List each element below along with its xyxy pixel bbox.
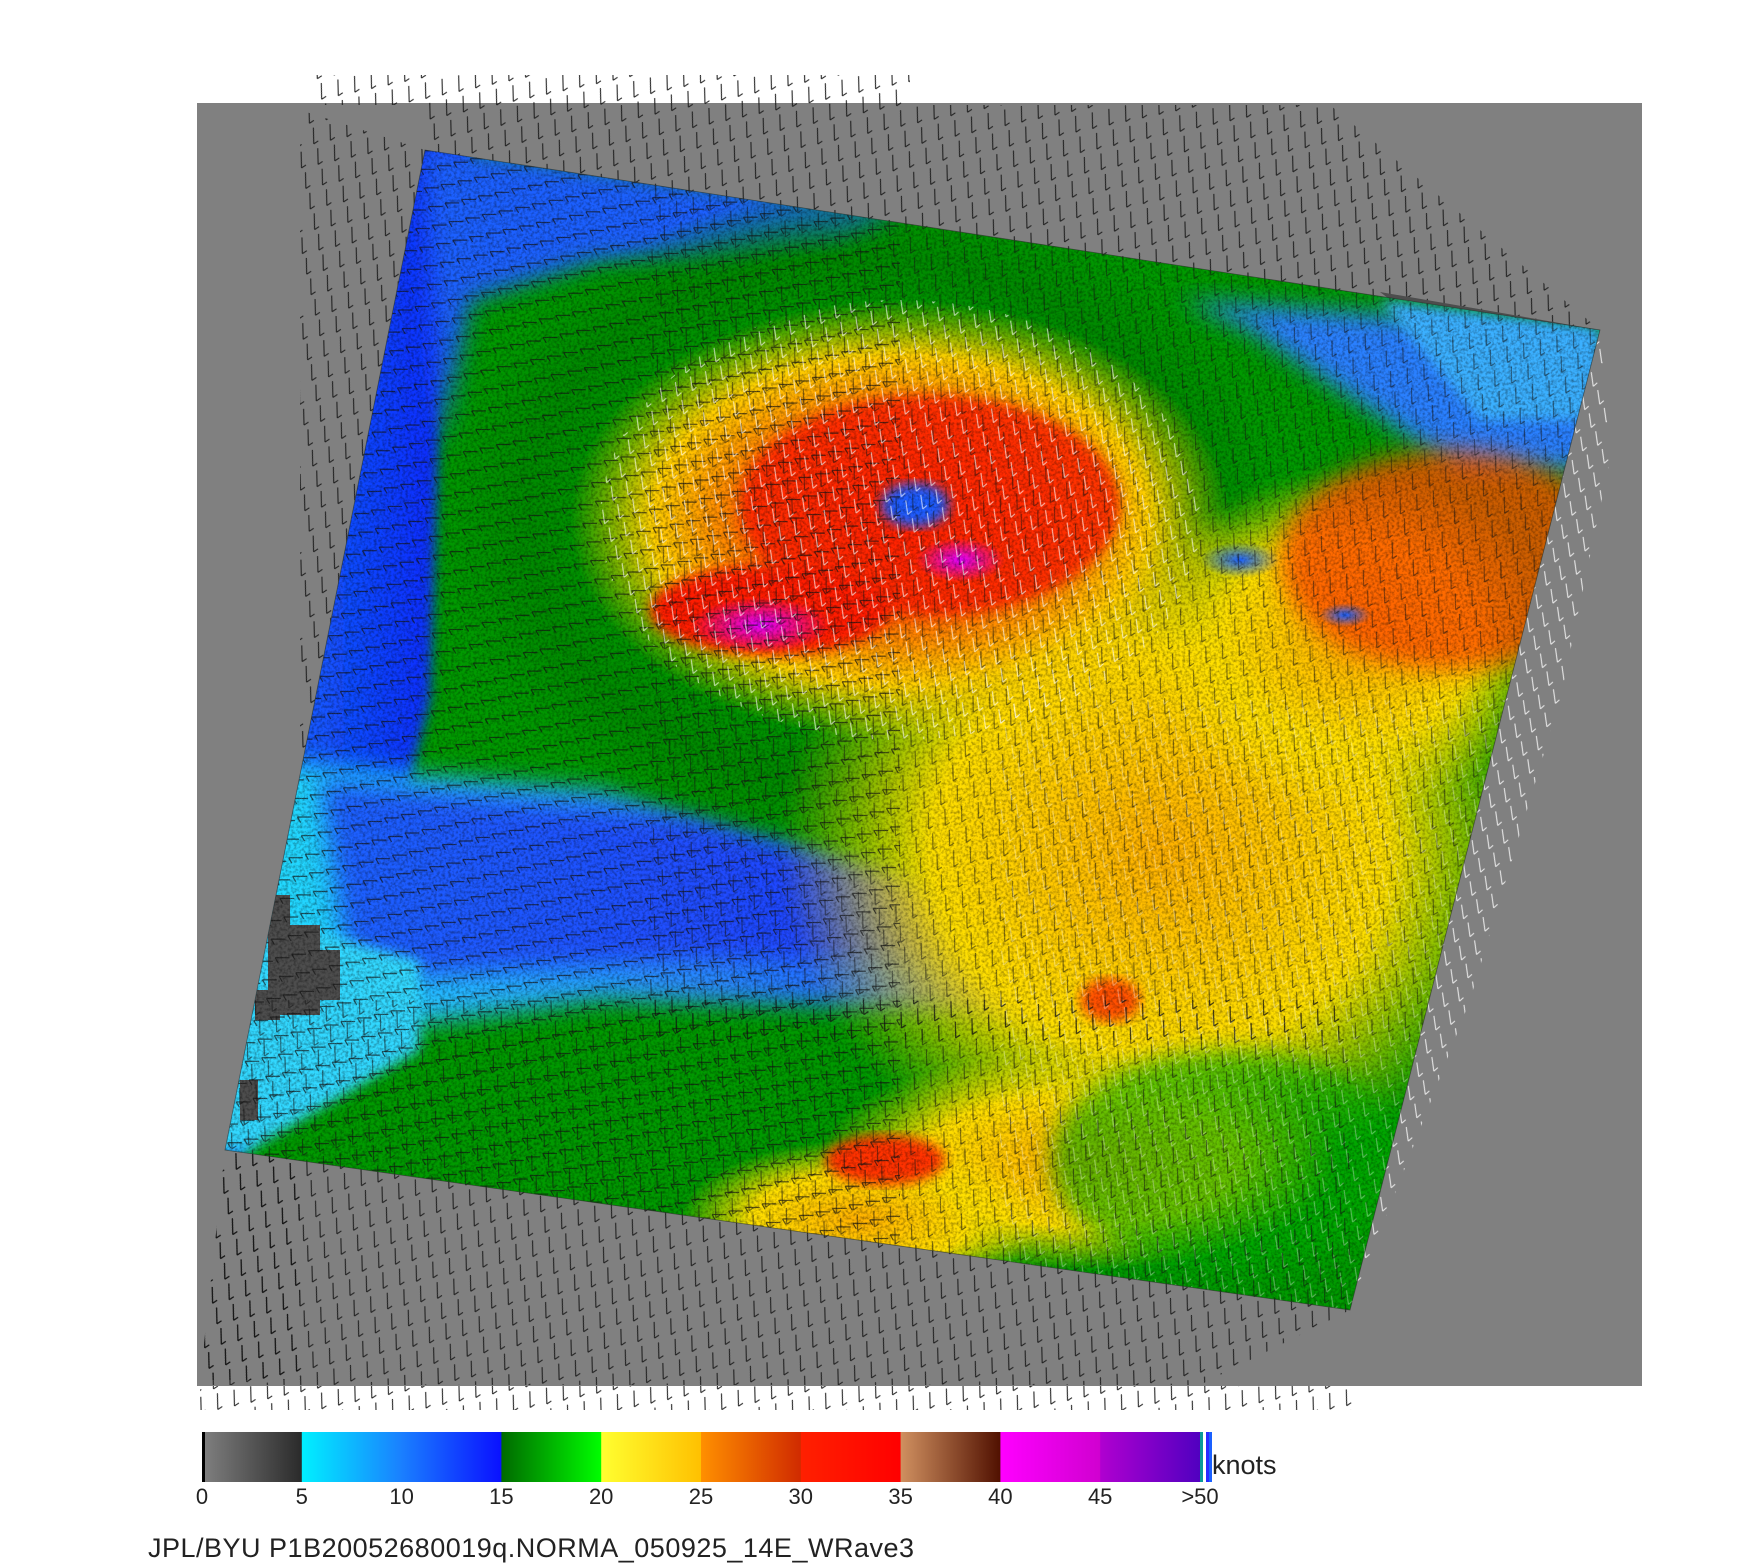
colorbar-tick-label: >50 xyxy=(1181,1484,1219,1509)
colorbar-segment xyxy=(301,1432,403,1482)
colorbar-tick-label: 5 xyxy=(295,1484,308,1509)
colorbar-tick-label: 10 xyxy=(389,1484,414,1509)
colorbar-segment xyxy=(501,1432,602,1482)
colorbar-tick-label: 30 xyxy=(788,1484,814,1509)
colorbar-segment xyxy=(1000,1432,1101,1482)
colorbar-tick-label: 40 xyxy=(988,1484,1013,1509)
colorbar-tick-label: 20 xyxy=(588,1484,614,1509)
colorbar-segment xyxy=(202,1432,303,1482)
colorbar-segment xyxy=(401,1432,502,1482)
colorbar-segment xyxy=(701,1432,802,1482)
colorbar-segment xyxy=(1100,1432,1201,1482)
colorbar-tick-label: 35 xyxy=(888,1484,913,1509)
colorbar-left-edge xyxy=(202,1432,205,1482)
colorbar-overflow-stripe xyxy=(1209,1432,1212,1482)
colorbar-units-label: knots xyxy=(1212,1450,1277,1480)
colorbar xyxy=(202,1432,1212,1482)
colorbar-overflow-stripe xyxy=(1206,1432,1209,1482)
colorbar-overflow-stripe xyxy=(1200,1432,1203,1482)
colorbar-tick-label: 0 xyxy=(195,1484,209,1509)
colorbar-tick-label: 45 xyxy=(1087,1484,1113,1509)
colorbar-tick-label: 15 xyxy=(489,1484,514,1509)
colorbar-segment xyxy=(601,1432,702,1482)
colorbar-overflow-stripe xyxy=(1203,1432,1206,1482)
colorbar-segment xyxy=(900,1432,1001,1482)
footer-caption: JPL/BYU P1B20052680019q.NORMA_050925_14E… xyxy=(148,1533,915,1563)
colorbar-tick-label: 25 xyxy=(688,1484,714,1509)
colorbar-segment xyxy=(800,1432,902,1482)
